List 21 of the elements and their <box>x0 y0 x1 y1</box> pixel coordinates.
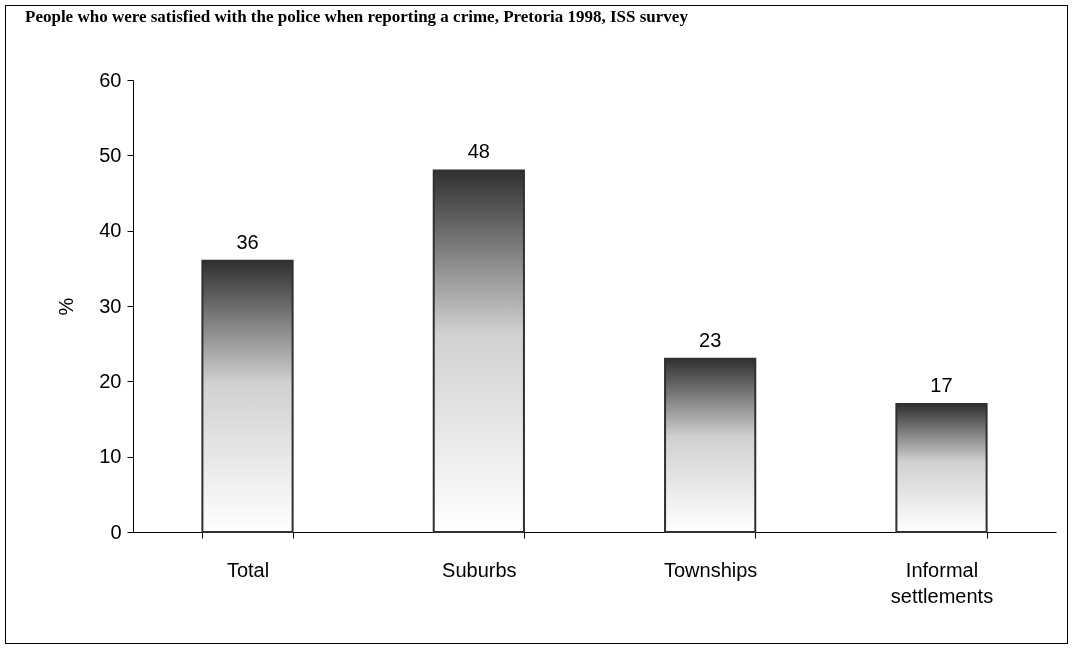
x-tick-label: Total <box>226 558 270 581</box>
y-tick-label: 40 <box>99 219 122 242</box>
y-tick-label: 60 <box>99 68 122 91</box>
y-axis-title: % <box>55 297 78 316</box>
data-label: 36 <box>236 230 259 253</box>
y-tick-label: 30 <box>99 294 122 317</box>
y-tick-label: 50 <box>99 143 122 166</box>
data-label: 23 <box>699 328 722 351</box>
bar <box>895 402 988 533</box>
data-label: 17 <box>930 373 953 396</box>
x-tick-label: Suburbs <box>442 558 517 581</box>
x-tick-label: Informal settlements <box>890 558 994 607</box>
y-tick-label: 20 <box>99 369 122 392</box>
bar <box>201 259 294 533</box>
bar <box>432 169 525 533</box>
y-tick-label: 0 <box>110 520 122 543</box>
bar <box>664 357 757 533</box>
x-tick-label: Townships <box>663 558 758 581</box>
data-label: 48 <box>467 140 490 163</box>
y-tick-label: 10 <box>99 445 122 468</box>
chart-title: People who were satisfied with the police when reporting a crime, Pretoria 1998, ISS survey <box>25 7 689 26</box>
